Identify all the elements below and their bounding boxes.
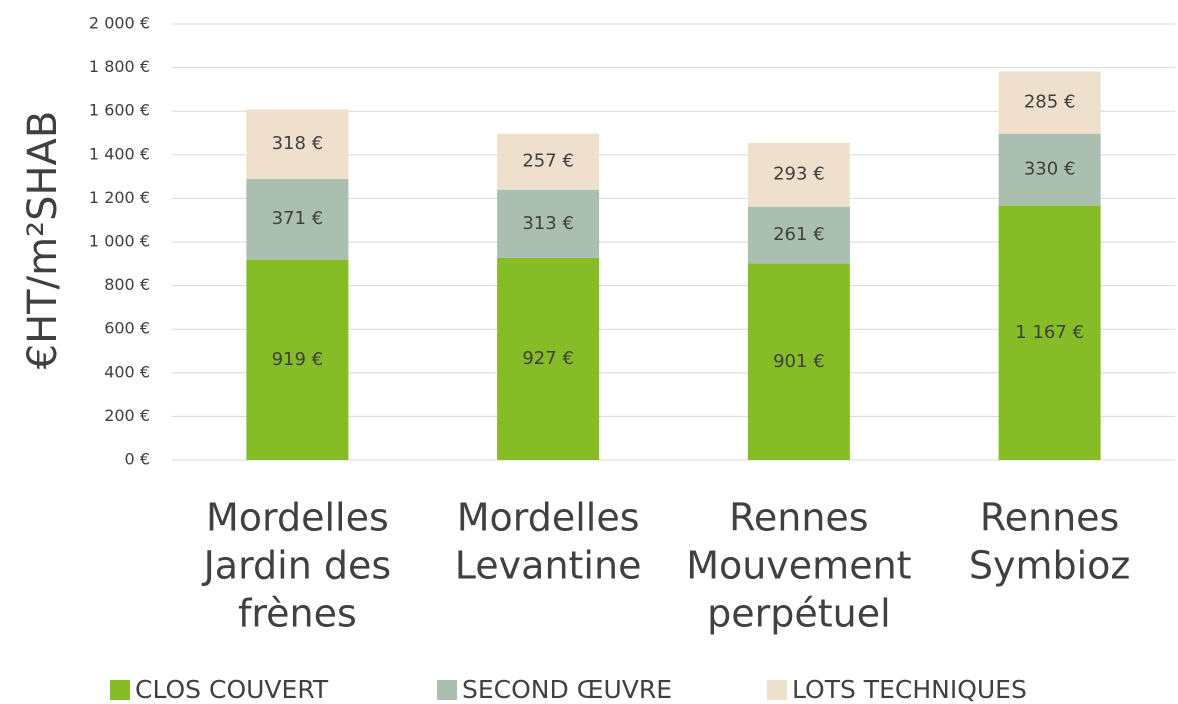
x-tick-label: Rennes (729, 496, 868, 540)
y-tick-label: 0 € (125, 450, 150, 469)
x-tick-label: Mouvement (686, 544, 911, 588)
y-tick-label: 400 € (104, 362, 150, 381)
y-tick-label: 2 000 € (89, 14, 150, 33)
data-label: 901 € (773, 351, 825, 372)
legend-swatch (110, 680, 130, 700)
y-tick-label: 1 000 € (89, 232, 150, 251)
bar-segment (998, 133, 1101, 206)
data-label: 330 € (1024, 159, 1076, 180)
data-label: 927 € (522, 348, 574, 369)
data-label: 293 € (773, 164, 825, 185)
data-label: 313 € (522, 213, 574, 234)
bar-segment (747, 142, 850, 207)
legend-swatch (437, 680, 457, 700)
x-tick-label: Mordelles (457, 496, 640, 540)
y-tick-label: 200 € (104, 406, 150, 425)
x-tick-label: Levantine (455, 544, 642, 588)
legend-label: LOTS TECHNIQUES (792, 675, 1027, 704)
bar-segment (497, 189, 600, 258)
x-tick-label: Rennes (980, 496, 1119, 540)
bar-segment (747, 263, 850, 460)
bar-segment (998, 71, 1101, 134)
y-tick-label: 1 600 € (89, 101, 150, 120)
bar-segment (998, 205, 1101, 460)
data-label: 919 € (272, 349, 324, 370)
data-label: 318 € (272, 133, 324, 154)
y-tick-label: 800 € (104, 275, 150, 294)
x-tick-label: perpétuel (707, 592, 891, 636)
bar-segment (246, 178, 349, 260)
data-label: 285 € (1024, 92, 1076, 113)
y-tick-label: 1 800 € (89, 57, 150, 76)
y-axis-label: €HT/m²SHAB (20, 111, 66, 370)
y-tick-label: 600 € (104, 319, 150, 338)
bar-segment (497, 133, 600, 190)
bar-segment (246, 259, 349, 460)
x-tick-label: frènes (238, 592, 357, 636)
data-label: 371 € (272, 208, 324, 229)
bar-segment (747, 206, 850, 264)
data-label: 261 € (773, 224, 825, 245)
legend-label: SECOND ŒUVRE (462, 675, 672, 704)
legend-swatch (767, 680, 787, 700)
x-tick-label: Mordelles (206, 496, 389, 540)
data-label: 257 € (522, 151, 574, 172)
y-tick-label: 1 400 € (89, 144, 150, 163)
legend-label: CLOS COUVERT (135, 675, 329, 704)
x-tick-label: Jardin des (202, 544, 392, 588)
x-tick-label: Symbioz (969, 544, 1131, 588)
bar-segment (246, 109, 349, 179)
y-tick-label: 1 200 € (89, 188, 150, 207)
bar-segment (497, 257, 600, 460)
data-label: 1 167 € (1015, 322, 1084, 343)
